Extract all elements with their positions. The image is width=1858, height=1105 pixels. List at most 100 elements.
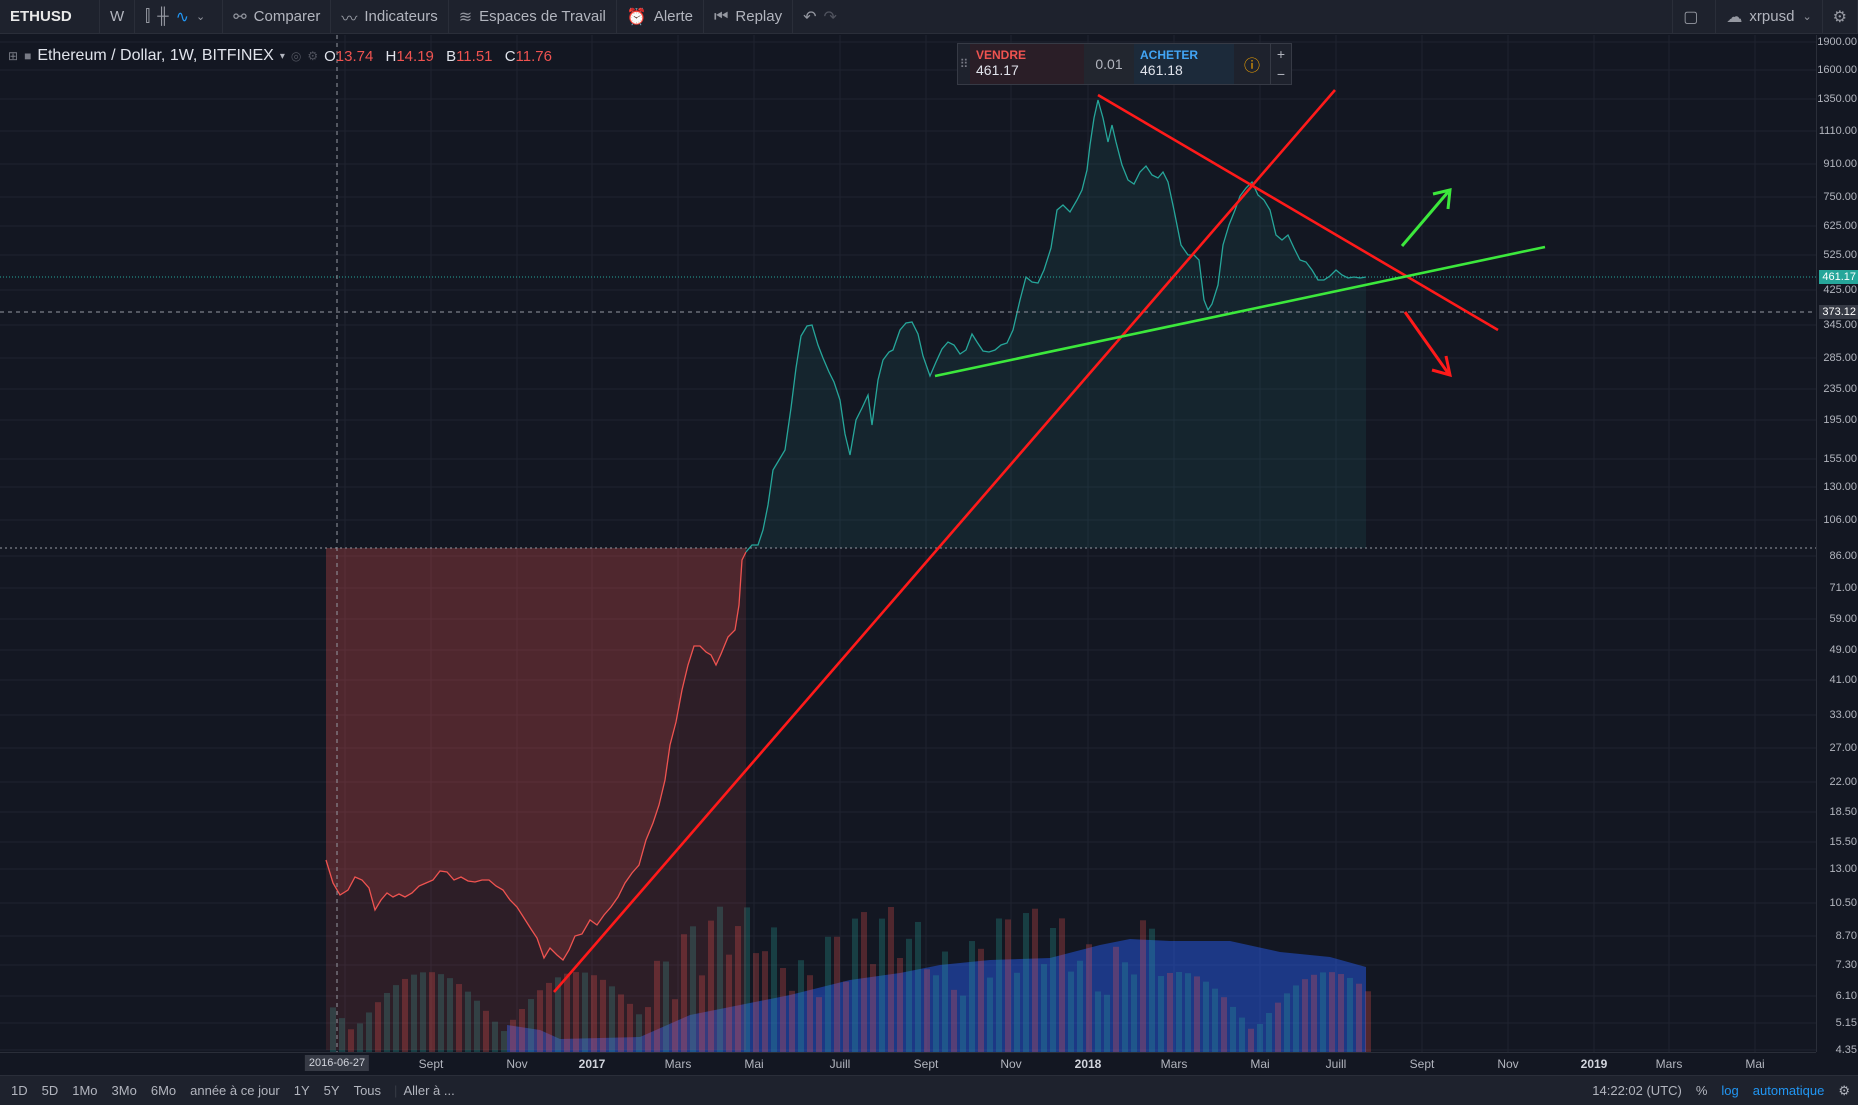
clock-label[interactable]: 14:22:02 (UTC) bbox=[1592, 1083, 1682, 1098]
volume-bar bbox=[429, 972, 435, 1052]
quantity-stepper[interactable]: + − bbox=[1270, 44, 1291, 84]
arrow-down-icon bbox=[1431, 355, 1452, 378]
alarm-clock-icon: ⏰ bbox=[626, 8, 647, 26]
candles-icon[interactable]: ⫿ bbox=[145, 7, 151, 25]
settings-small-icon[interactable]: ⚙ bbox=[307, 49, 319, 63]
low-label: B bbox=[446, 47, 457, 65]
volume-bar bbox=[708, 920, 714, 1052]
auto-toggle[interactable]: automatique bbox=[1752, 1083, 1825, 1098]
price-tick-label: 750.00 bbox=[1823, 191, 1857, 203]
bars-icon[interactable]: ╫ bbox=[157, 7, 169, 25]
price-tick-label: 235.00 bbox=[1823, 383, 1857, 395]
settings-button[interactable]: ⚙ bbox=[1823, 0, 1858, 34]
alert-button[interactable]: ⏰ Alerte bbox=[617, 0, 704, 34]
range-button[interactable]: Tous bbox=[353, 1083, 382, 1098]
volume-bar bbox=[1014, 972, 1020, 1052]
time-tick-label: Nov bbox=[1497, 1057, 1519, 1071]
volume-bar bbox=[906, 938, 912, 1052]
bear-area-below bbox=[326, 548, 746, 1050]
chevron-down-icon[interactable]: ▾ bbox=[279, 50, 285, 62]
range-button[interactable]: 1D bbox=[11, 1083, 28, 1098]
area-chart-icon[interactable]: ∿ bbox=[175, 8, 190, 26]
open-label: O bbox=[324, 47, 336, 65]
price-chart[interactable] bbox=[0, 35, 1816, 1052]
compare-button[interactable]: ⚯ Comparer bbox=[223, 0, 332, 34]
range-button[interactable]: 5D bbox=[41, 1083, 59, 1098]
volume-bar bbox=[1005, 919, 1011, 1052]
volume-bar bbox=[762, 951, 768, 1052]
last-price-tag: 461.17 bbox=[1819, 270, 1858, 284]
volume-bar bbox=[1212, 988, 1218, 1052]
volume-bar bbox=[1230, 1006, 1236, 1052]
top-toolbar: ETHUSD W ⫿ ╫ ∿ ⌄ ⚯ Comparer 〰 Indicateur… bbox=[0, 0, 1858, 34]
range-button[interactable]: 6Mo bbox=[150, 1083, 177, 1098]
interval-button[interactable]: W bbox=[100, 0, 136, 34]
replay-button[interactable]: ⏮ Replay bbox=[704, 0, 794, 34]
price-axis[interactable]: 1900.00 1600.00 1350.00 1110.00 910.00 750.00… bbox=[1816, 35, 1858, 1056]
chevron-down-icon[interactable]: ⌄ bbox=[196, 11, 206, 23]
minus-icon[interactable]: − bbox=[1276, 66, 1286, 82]
volume-bar bbox=[510, 1019, 516, 1052]
log-toggle[interactable]: log bbox=[1721, 1083, 1739, 1098]
volume-bar bbox=[591, 975, 597, 1052]
buy-price: 461.18 bbox=[1140, 62, 1183, 78]
range-button[interactable]: 5Y bbox=[323, 1083, 340, 1098]
volume-bar bbox=[780, 968, 786, 1052]
time-tick-label: Juill bbox=[829, 1057, 851, 1071]
indicators-label: Indicateurs bbox=[364, 8, 438, 25]
volume-bar bbox=[717, 906, 723, 1052]
volume-bar bbox=[771, 927, 777, 1052]
volume-bar bbox=[924, 969, 930, 1052]
plus-icon[interactable]: + bbox=[1276, 46, 1286, 62]
price-tick-label: 59.00 bbox=[1829, 613, 1857, 625]
redo-icon[interactable]: ↷ bbox=[823, 8, 837, 26]
volume-bar bbox=[735, 926, 741, 1052]
buy-button[interactable]: ACHETER 461.18 bbox=[1134, 44, 1234, 84]
price-tick-label: 7.30 bbox=[1835, 959, 1857, 971]
volume-bar bbox=[447, 978, 453, 1052]
range-button[interactable]: 1Y bbox=[293, 1083, 310, 1098]
indicators-button[interactable]: 〰 Indicateurs bbox=[331, 0, 449, 34]
volume-bar bbox=[897, 957, 903, 1052]
range-button[interactable]: 1Mo bbox=[72, 1083, 98, 1098]
close-value: 11.76 bbox=[515, 47, 552, 65]
compare-label: Comparer bbox=[253, 8, 321, 25]
volume-bar bbox=[1194, 976, 1200, 1052]
eye-icon[interactable]: ◎ bbox=[290, 49, 302, 63]
indicators-icon: 〰 bbox=[341, 10, 358, 28]
high-label: H bbox=[385, 47, 397, 65]
expand-icon[interactable]: ⊞ bbox=[8, 49, 19, 63]
volume-bar bbox=[1032, 908, 1038, 1052]
price-tick-label: 155.00 bbox=[1823, 453, 1857, 465]
price-tick-label: 425.00 bbox=[1823, 284, 1857, 296]
info-icon[interactable]: ⓘ bbox=[1243, 58, 1260, 75]
volume-bar bbox=[528, 999, 534, 1052]
volume-bar bbox=[1239, 1017, 1245, 1052]
series-title[interactable]: Ethereum / Dollar, 1W, BITFINEX bbox=[37, 47, 274, 64]
volume-bar bbox=[465, 991, 471, 1052]
layout-button[interactable]: ☁ xrpusd ⌄ bbox=[1716, 0, 1823, 34]
range-button[interactable]: année à ce jour bbox=[190, 1083, 280, 1098]
volume-bar bbox=[1023, 913, 1029, 1052]
range-button[interactable]: 3Mo bbox=[111, 1083, 137, 1098]
volume-bar bbox=[852, 918, 858, 1052]
price-tick-label: 71.00 bbox=[1829, 582, 1857, 594]
bull-price-line bbox=[745, 99, 1367, 553]
workspaces-button[interactable]: ≋ Espaces de Travail bbox=[449, 0, 617, 34]
gear-icon[interactable]: ⚙ bbox=[1838, 1082, 1850, 1098]
symbol-search[interactable]: ETHUSD bbox=[0, 0, 100, 34]
percent-toggle[interactable]: % bbox=[1695, 1083, 1708, 1098]
sell-button[interactable]: VENDRE 461.17 bbox=[970, 44, 1084, 84]
price-tick-label: 910.00 bbox=[1823, 158, 1857, 170]
drag-handle-icon[interactable]: ⠿ bbox=[959, 57, 969, 71]
chart-type-buttons[interactable]: ⫿ ╫ ∿ ⌄ bbox=[135, 0, 224, 34]
volume-bar bbox=[1077, 960, 1083, 1052]
undo-icon[interactable]: ↶ bbox=[803, 8, 817, 26]
volume-bar bbox=[438, 974, 444, 1052]
volume-bar bbox=[330, 1007, 336, 1052]
fullscreen-button[interactable]: ▢ bbox=[1672, 0, 1717, 34]
goto-button[interactable]: Aller à ... bbox=[403, 1083, 455, 1098]
time-axis[interactable]: Sept Nov 2017 Mars Mai Juill Sept Nov 2018 Mars Ma… bbox=[0, 1052, 1816, 1075]
volume-bar bbox=[645, 1007, 651, 1052]
volume-bar bbox=[1311, 974, 1317, 1052]
